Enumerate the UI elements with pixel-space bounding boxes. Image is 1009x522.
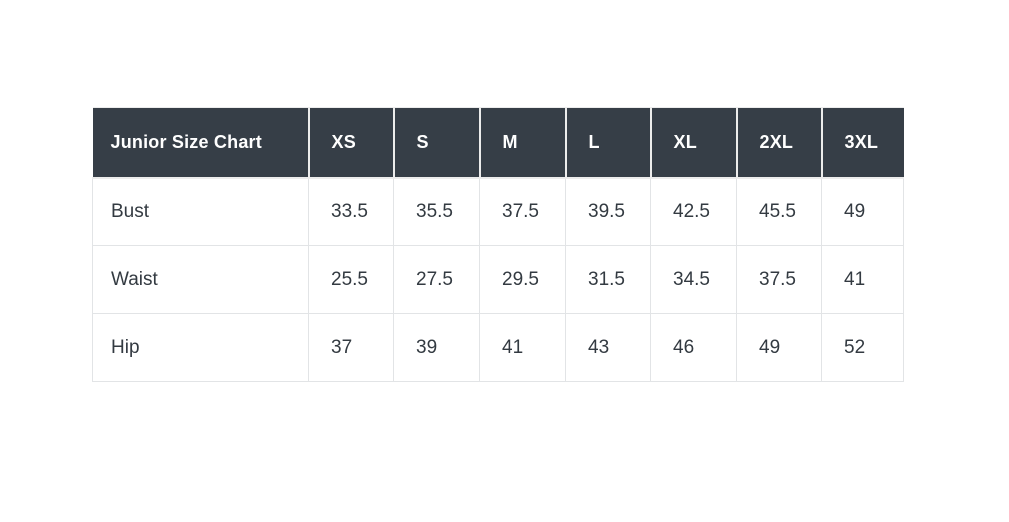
table-cell: 33.5 [308,177,394,246]
row-label-waist: Waist [92,245,309,314]
table-cell: 35.5 [393,177,480,246]
table-cell: 42.5 [650,177,737,246]
column-header-m: M [478,107,567,179]
table-cell: 37 [308,313,394,382]
table-cell: 29.5 [479,245,566,314]
table-cell: 31.5 [565,245,651,314]
table-cell: 41 [479,313,566,382]
table-cell: 49 [821,177,904,246]
table-title-header: Junior Size Chart [92,107,310,179]
table-cell: 37.5 [736,245,822,314]
row-label-hip: Hip [92,313,309,382]
row-label-bust: Bust [92,177,309,246]
table-cell: 49 [736,313,822,382]
column-header-xl: XL [649,107,738,179]
table-cell: 41 [821,245,904,314]
table-cell: 39 [393,313,480,382]
table-cell: 52 [821,313,904,382]
table-row-waist: Waist 25.5 27.5 29.5 31.5 34.5 37.5 41 [92,245,904,314]
table-cell: 45.5 [736,177,822,246]
column-header-3xl: 3XL [820,107,904,179]
column-header-l: L [564,107,652,179]
junior-size-chart-table: Junior Size Chart XS S M L XL 2XL 3XL Bu… [92,107,904,382]
table-cell: 43 [565,313,651,382]
column-header-xs: XS [307,107,395,179]
table-cell: 27.5 [393,245,480,314]
table-row-bust: Bust 33.5 35.5 37.5 39.5 42.5 45.5 49 [92,177,904,246]
table-cell: 46 [650,313,737,382]
column-header-2xl: 2XL [735,107,823,179]
table-header-row: Junior Size Chart XS S M L XL 2XL 3XL [92,107,904,179]
table-row-hip: Hip 37 39 41 43 46 49 52 [92,313,904,382]
table-cell: 25.5 [308,245,394,314]
table-cell: 34.5 [650,245,737,314]
table-cell: 39.5 [565,177,651,246]
table-cell: 37.5 [479,177,566,246]
column-header-s: S [392,107,481,179]
